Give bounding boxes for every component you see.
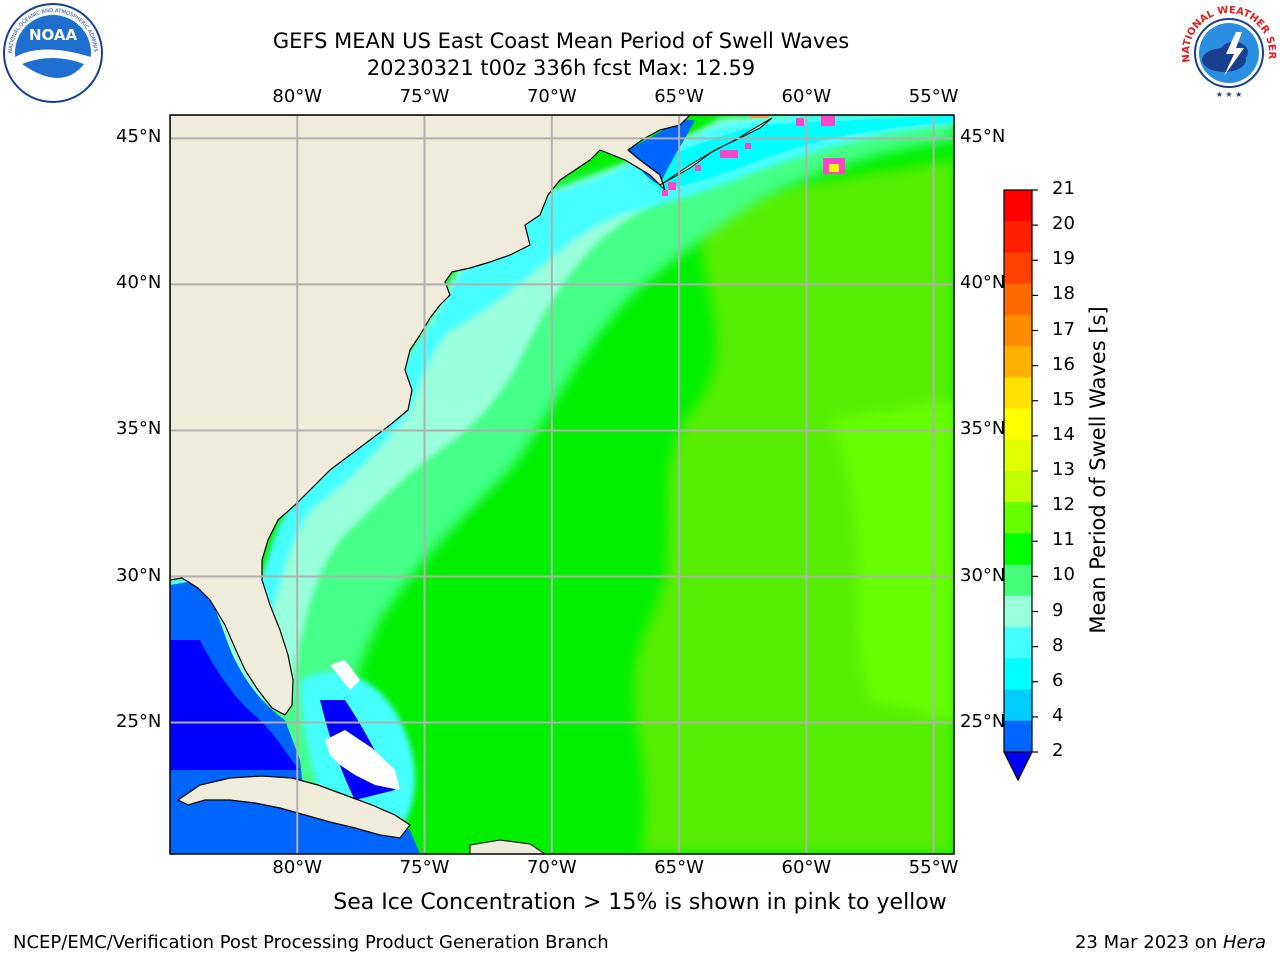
lon-tick-label: 80°W: [272, 86, 323, 107]
lat-tick-label-right: 45°N: [960, 126, 1006, 148]
colorbar-segment: [1004, 346, 1032, 378]
lon-tick-label: 55°W: [908, 86, 959, 107]
colorbar-segment: [1004, 283, 1032, 316]
lon-tick-label: 70°W: [526, 857, 577, 878]
colorbar-segment: [1004, 408, 1032, 441]
colorbar-title: Mean Period of Swell Waves [s]: [1086, 306, 1110, 634]
lat-tick-label-right: 35°N: [960, 418, 1006, 440]
lon-tick-label: 65°W: [654, 857, 704, 878]
lon-tick-label: 60°W: [781, 857, 832, 878]
colorbar-tick-label: 18: [1052, 283, 1075, 305]
colorbar-segment: [1004, 627, 1032, 659]
lon-tick-label: 75°W: [399, 857, 450, 878]
coastal-band-4s: [640, 115, 954, 190]
shelf-band-8s: [170, 115, 800, 700]
gulf-field-extend: [170, 640, 300, 770]
lat-tick-label-left: 45°N: [116, 126, 162, 148]
colorbar: [1003, 189, 1038, 782]
colorbar-extend-arrow: [1003, 751, 1033, 782]
noaa-logo-icon: NOAA NATIONAL OCEANIC AND ATMOSPHERIC AD…: [2, 2, 103, 103]
lat-tick-label-left: 40°N: [116, 272, 162, 294]
colorbar-tick-label: 17: [1052, 318, 1075, 340]
colorbar-tick-label: 9: [1052, 599, 1064, 621]
colorbar-tick-label: 4: [1052, 704, 1064, 726]
colorbar-segment: [1004, 689, 1032, 722]
colorbar-tick-label: 8: [1052, 634, 1064, 656]
footer-credit: NCEP/EMC/Verification Post Processing Pr…: [13, 932, 609, 953]
colorbar-tick-label: 16: [1052, 353, 1075, 375]
hispaniola-land: [469, 839, 546, 854]
colorbar-segment: [1004, 471, 1032, 503]
colorbar-tick-label: 19: [1052, 248, 1075, 270]
longer-period-zone-2: [830, 400, 954, 720]
colorbar-segment: [1004, 595, 1032, 628]
colorbar-tick-label: 15: [1052, 388, 1075, 410]
lat-tick-label-left: 35°N: [116, 418, 162, 440]
colorbar-segment: [1004, 190, 1032, 222]
lon-tick-label: 80°W: [272, 857, 323, 878]
coastal-band-6s: [170, 115, 954, 620]
sea-ice-caption: Sea Ice Concentration > 15% is shown in …: [333, 890, 947, 915]
colorbar-segment: [1004, 720, 1032, 753]
bahamas-islands-2: [330, 660, 360, 690]
graticule: [170, 115, 954, 854]
lat-tick-label-right: 25°N: [960, 710, 1006, 732]
footer-host: Hera: [1222, 932, 1266, 953]
colorbar-tick-label: 2: [1052, 740, 1064, 761]
colorbar-tick-label: 12: [1052, 494, 1075, 516]
chart-subtitle: 20230321 t00z 336h fcst Max: 12.59: [366, 56, 756, 80]
colorbar-tick-label: 20: [1052, 213, 1075, 235]
nws-logo-icon: NATIONAL WEATHER SERVICE ★ ★ ★: [1178, 2, 1278, 102]
lat-tick-label-right: 40°N: [960, 272, 1006, 294]
colorbar-segment: [1004, 221, 1032, 253]
lat-tick-label-left: 30°N: [116, 564, 162, 586]
nova-scotia-land: [659, 117, 773, 186]
lon-tick-label: 65°W: [654, 86, 704, 107]
colorbar-segment: [1004, 439, 1032, 472]
lon-tick-label: 55°W: [908, 857, 959, 878]
colorbar-segment: [1004, 502, 1032, 534]
colorbar-tick-label: 13: [1052, 459, 1075, 480]
colorbar-segment: [1004, 314, 1032, 347]
colorbar-segment: [1004, 564, 1032, 597]
footer-date-text: 23 Mar 2023 on: [1074, 932, 1223, 953]
lon-tick-label: 75°W: [399, 86, 450, 107]
bahamas-islands: [325, 730, 400, 790]
map-frame: [169, 114, 955, 855]
lat-tick-label-right: 30°N: [960, 564, 1006, 586]
colorbar-tick-label: 11: [1052, 529, 1075, 551]
colorbar-tick-label: 21: [1052, 178, 1075, 199]
sea-ice-cells: [662, 115, 845, 196]
colorbar-segment: [1004, 658, 1032, 691]
lon-tick-label: 60°W: [781, 86, 832, 107]
footer-date: 23 Mar 2023 on Hera: [1075, 932, 1266, 953]
cuba-land: [176, 775, 411, 839]
colorbar-tick-label: 14: [1052, 423, 1075, 445]
colorbar-tick-label: 6: [1052, 669, 1064, 691]
colorbar-segment: [1004, 533, 1032, 566]
svg-text:★ ★ ★: ★ ★ ★: [1216, 90, 1243, 99]
colorbar-segment: [1004, 252, 1032, 285]
chart-title: GEFS MEAN US East Coast Mean Period of S…: [272, 29, 850, 53]
svg-text:NOAA: NOAA: [29, 26, 78, 44]
us-land: [170, 115, 691, 716]
colorbar-segment: [1004, 377, 1032, 410]
colorbar-tick-label: 10: [1052, 564, 1075, 586]
lat-tick-label-left: 25°N: [116, 710, 162, 732]
lon-tick-label: 70°W: [526, 86, 577, 107]
